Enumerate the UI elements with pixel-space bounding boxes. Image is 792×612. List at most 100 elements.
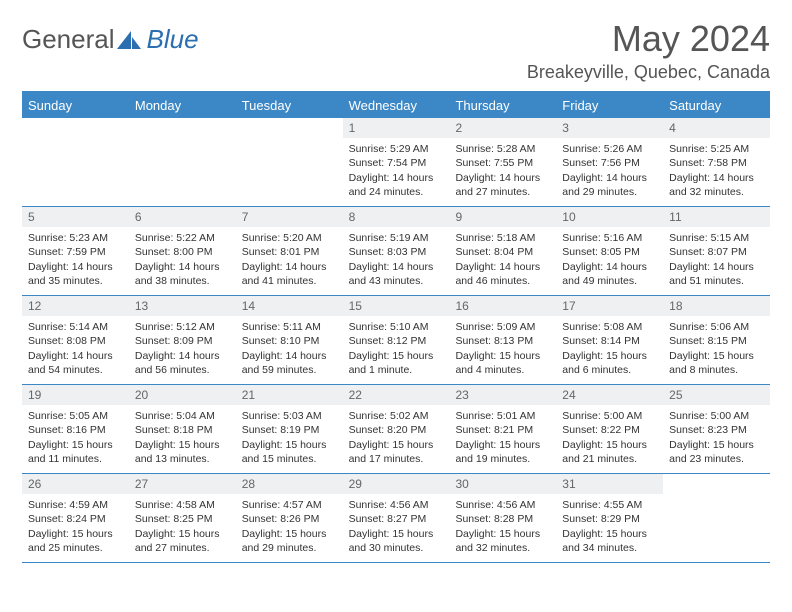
day-number: 3 xyxy=(556,118,663,138)
location-label: Breakeyville, Quebec, Canada xyxy=(527,62,770,83)
sunset-text: Sunset: 7:56 PM xyxy=(562,156,657,170)
daylight-text: Daylight: 15 hours and 30 minutes. xyxy=(349,527,444,555)
daylight-text: Daylight: 14 hours and 54 minutes. xyxy=(28,349,123,377)
sunrise-text: Sunrise: 5:28 AM xyxy=(455,142,550,156)
daylight-text: Daylight: 14 hours and 43 minutes. xyxy=(349,260,444,288)
day-cell: 14Sunrise: 5:11 AMSunset: 8:10 PMDayligh… xyxy=(236,296,343,384)
day-body: Sunrise: 5:11 AMSunset: 8:10 PMDaylight:… xyxy=(236,318,343,383)
sunset-text: Sunset: 8:29 PM xyxy=(562,512,657,526)
day-header-cell: Thursday xyxy=(449,93,556,118)
sunrise-text: Sunrise: 5:09 AM xyxy=(455,320,550,334)
sunset-text: Sunset: 8:16 PM xyxy=(28,423,123,437)
day-number: 6 xyxy=(129,207,236,227)
day-number: 15 xyxy=(343,296,450,316)
day-cell: 25Sunrise: 5:00 AMSunset: 8:23 PMDayligh… xyxy=(663,385,770,473)
day-body: Sunrise: 5:14 AMSunset: 8:08 PMDaylight:… xyxy=(22,318,129,383)
sunrise-text: Sunrise: 5:01 AM xyxy=(455,409,550,423)
day-body: Sunrise: 5:00 AMSunset: 8:23 PMDaylight:… xyxy=(663,407,770,472)
daylight-text: Daylight: 14 hours and 35 minutes. xyxy=(28,260,123,288)
day-number: 19 xyxy=(22,385,129,405)
weeks-container: 1Sunrise: 5:29 AMSunset: 7:54 PMDaylight… xyxy=(22,118,770,563)
day-number: 29 xyxy=(343,474,450,494)
page-title: May 2024 xyxy=(527,18,770,60)
day-cell xyxy=(663,474,770,562)
day-number: 11 xyxy=(663,207,770,227)
sunset-text: Sunset: 8:21 PM xyxy=(455,423,550,437)
day-header-cell: Wednesday xyxy=(343,93,450,118)
day-cell: 31Sunrise: 4:55 AMSunset: 8:29 PMDayligh… xyxy=(556,474,663,562)
day-number: 30 xyxy=(449,474,556,494)
sunset-text: Sunset: 8:12 PM xyxy=(349,334,444,348)
day-cell: 4Sunrise: 5:25 AMSunset: 7:58 PMDaylight… xyxy=(663,118,770,206)
day-body: Sunrise: 5:05 AMSunset: 8:16 PMDaylight:… xyxy=(22,407,129,472)
sunset-text: Sunset: 8:23 PM xyxy=(669,423,764,437)
daylight-text: Daylight: 15 hours and 1 minute. xyxy=(349,349,444,377)
sunset-text: Sunset: 7:54 PM xyxy=(349,156,444,170)
day-cell xyxy=(22,118,129,206)
day-cell xyxy=(236,118,343,206)
day-cell: 6Sunrise: 5:22 AMSunset: 8:00 PMDaylight… xyxy=(129,207,236,295)
day-body: Sunrise: 4:59 AMSunset: 8:24 PMDaylight:… xyxy=(22,496,129,561)
day-body: Sunrise: 5:28 AMSunset: 7:55 PMDaylight:… xyxy=(449,140,556,205)
sunset-text: Sunset: 8:05 PM xyxy=(562,245,657,259)
sunset-text: Sunset: 8:19 PM xyxy=(242,423,337,437)
week-row: 5Sunrise: 5:23 AMSunset: 7:59 PMDaylight… xyxy=(22,207,770,296)
sunrise-text: Sunrise: 5:06 AM xyxy=(669,320,764,334)
day-number: 18 xyxy=(663,296,770,316)
day-cell: 11Sunrise: 5:15 AMSunset: 8:07 PMDayligh… xyxy=(663,207,770,295)
sunrise-text: Sunrise: 5:19 AM xyxy=(349,231,444,245)
day-cell: 27Sunrise: 4:58 AMSunset: 8:25 PMDayligh… xyxy=(129,474,236,562)
day-body: Sunrise: 4:57 AMSunset: 8:26 PMDaylight:… xyxy=(236,496,343,561)
sunset-text: Sunset: 7:55 PM xyxy=(455,156,550,170)
day-body: Sunrise: 5:00 AMSunset: 8:22 PMDaylight:… xyxy=(556,407,663,472)
sunset-text: Sunset: 8:01 PM xyxy=(242,245,337,259)
sunset-text: Sunset: 8:14 PM xyxy=(562,334,657,348)
daylight-text: Daylight: 15 hours and 23 minutes. xyxy=(669,438,764,466)
daylight-text: Daylight: 15 hours and 19 minutes. xyxy=(455,438,550,466)
day-body: Sunrise: 5:10 AMSunset: 8:12 PMDaylight:… xyxy=(343,318,450,383)
daylight-text: Daylight: 15 hours and 4 minutes. xyxy=(455,349,550,377)
day-cell: 30Sunrise: 4:56 AMSunset: 8:28 PMDayligh… xyxy=(449,474,556,562)
day-cell: 17Sunrise: 5:08 AMSunset: 8:14 PMDayligh… xyxy=(556,296,663,384)
logo-sail-icon xyxy=(117,29,143,51)
daylight-text: Daylight: 15 hours and 15 minutes. xyxy=(242,438,337,466)
sunrise-text: Sunrise: 4:56 AM xyxy=(455,498,550,512)
daylight-text: Daylight: 14 hours and 59 minutes. xyxy=(242,349,337,377)
day-body: Sunrise: 5:15 AMSunset: 8:07 PMDaylight:… xyxy=(663,229,770,294)
day-body xyxy=(236,140,343,148)
day-number: 12 xyxy=(22,296,129,316)
sunrise-text: Sunrise: 5:00 AM xyxy=(669,409,764,423)
sunrise-text: Sunrise: 5:00 AM xyxy=(562,409,657,423)
sunrise-text: Sunrise: 4:55 AM xyxy=(562,498,657,512)
day-cell: 12Sunrise: 5:14 AMSunset: 8:08 PMDayligh… xyxy=(22,296,129,384)
day-cell: 9Sunrise: 5:18 AMSunset: 8:04 PMDaylight… xyxy=(449,207,556,295)
sunrise-text: Sunrise: 5:11 AM xyxy=(242,320,337,334)
daylight-text: Daylight: 14 hours and 38 minutes. xyxy=(135,260,230,288)
day-cell: 2Sunrise: 5:28 AMSunset: 7:55 PMDaylight… xyxy=(449,118,556,206)
daylight-text: Daylight: 14 hours and 29 minutes. xyxy=(562,171,657,199)
day-number: 7 xyxy=(236,207,343,227)
week-row: 19Sunrise: 5:05 AMSunset: 8:16 PMDayligh… xyxy=(22,385,770,474)
day-body: Sunrise: 4:56 AMSunset: 8:27 PMDaylight:… xyxy=(343,496,450,561)
day-body: Sunrise: 5:25 AMSunset: 7:58 PMDaylight:… xyxy=(663,140,770,205)
day-number: 23 xyxy=(449,385,556,405)
sunset-text: Sunset: 8:26 PM xyxy=(242,512,337,526)
sunrise-text: Sunrise: 5:23 AM xyxy=(28,231,123,245)
sunset-text: Sunset: 8:08 PM xyxy=(28,334,123,348)
daylight-text: Daylight: 14 hours and 46 minutes. xyxy=(455,260,550,288)
day-cell: 10Sunrise: 5:16 AMSunset: 8:05 PMDayligh… xyxy=(556,207,663,295)
day-cell: 5Sunrise: 5:23 AMSunset: 7:59 PMDaylight… xyxy=(22,207,129,295)
sunset-text: Sunset: 8:13 PM xyxy=(455,334,550,348)
header: General Blue May 2024 Breakeyville, Queb… xyxy=(22,18,770,83)
day-body: Sunrise: 5:22 AMSunset: 8:00 PMDaylight:… xyxy=(129,229,236,294)
daylight-text: Daylight: 14 hours and 24 minutes. xyxy=(349,171,444,199)
daylight-text: Daylight: 14 hours and 41 minutes. xyxy=(242,260,337,288)
day-body: Sunrise: 5:01 AMSunset: 8:21 PMDaylight:… xyxy=(449,407,556,472)
daylight-text: Daylight: 15 hours and 21 minutes. xyxy=(562,438,657,466)
week-row: 12Sunrise: 5:14 AMSunset: 8:08 PMDayligh… xyxy=(22,296,770,385)
day-number: 13 xyxy=(129,296,236,316)
sunset-text: Sunset: 8:24 PM xyxy=(28,512,123,526)
day-body: Sunrise: 5:18 AMSunset: 8:04 PMDaylight:… xyxy=(449,229,556,294)
day-header-cell: Monday xyxy=(129,93,236,118)
daylight-text: Daylight: 15 hours and 13 minutes. xyxy=(135,438,230,466)
